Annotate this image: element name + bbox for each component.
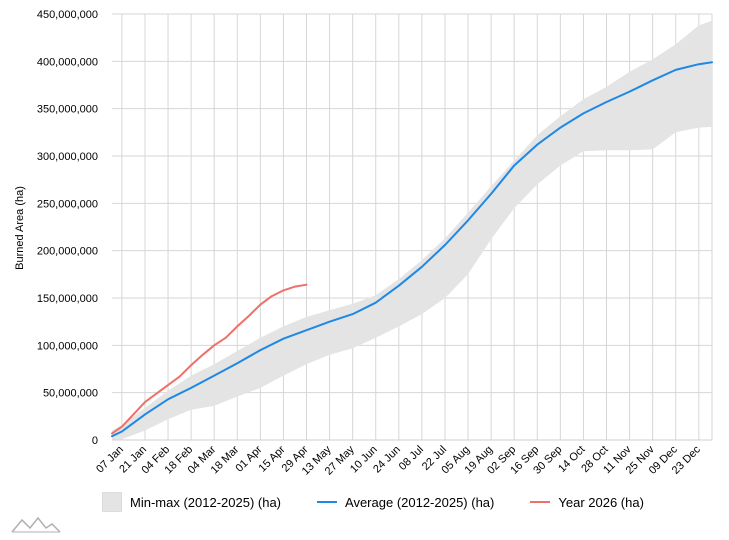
- y-tick-label: 400,000,000: [37, 56, 98, 68]
- y-tick-label: 450,000,000: [37, 9, 98, 21]
- y-tick-label: 150,000,000: [37, 293, 98, 305]
- y-tick-label: 100,000,000: [37, 340, 98, 352]
- min-max-band-area: [112, 20, 712, 440]
- x-tick-label: 08 Jul: [397, 444, 426, 473]
- legend-item-year[interactable]: Year 2026 (ha): [530, 495, 644, 510]
- y-tick-label: 200,000,000: [37, 246, 98, 258]
- legend-item-average[interactable]: Average (2012-2025) (ha): [317, 495, 494, 510]
- legend-item-min-max[interactable]: Min-max (2012-2025) (ha): [102, 492, 281, 512]
- legend: Min-max (2012-2025) (ha) Average (2012-2…: [102, 492, 680, 512]
- amcharts-logo-icon[interactable]: [10, 514, 62, 534]
- legend-swatch-year: [530, 501, 551, 503]
- legend-label-min-max: Min-max (2012-2025) (ha): [130, 494, 282, 510]
- y-tick-label: 50,000,000: [43, 388, 98, 400]
- y-tick-label: 250,000,000: [37, 198, 98, 210]
- year-2026-line: [111, 283, 308, 435]
- legend-label-average: Average (2012-2025) (ha): [345, 494, 495, 510]
- min-max-band: [112, 20, 712, 440]
- burned-area-chart: 0 50,000,000 100,000,000 150,000,000 200,000…: [14, 9, 713, 478]
- legend-swatch-band: [102, 492, 122, 512]
- legend-label-year: Year 2026 (ha): [558, 494, 644, 510]
- series-lines: [111, 61, 713, 438]
- average-line: [111, 61, 713, 438]
- y-tick-label: 0: [92, 435, 98, 447]
- legend-swatch-average: [317, 501, 338, 503]
- y-tick-label: 300,000,000: [37, 151, 98, 163]
- y-axis-label: Burned Area (ha): [14, 186, 26, 270]
- y-tick-label: 350,000,000: [37, 104, 98, 116]
- axes: 0 50,000,000 100,000,000 150,000,000 200,000…: [37, 9, 712, 478]
- grid-lines: [112, 13, 713, 441]
